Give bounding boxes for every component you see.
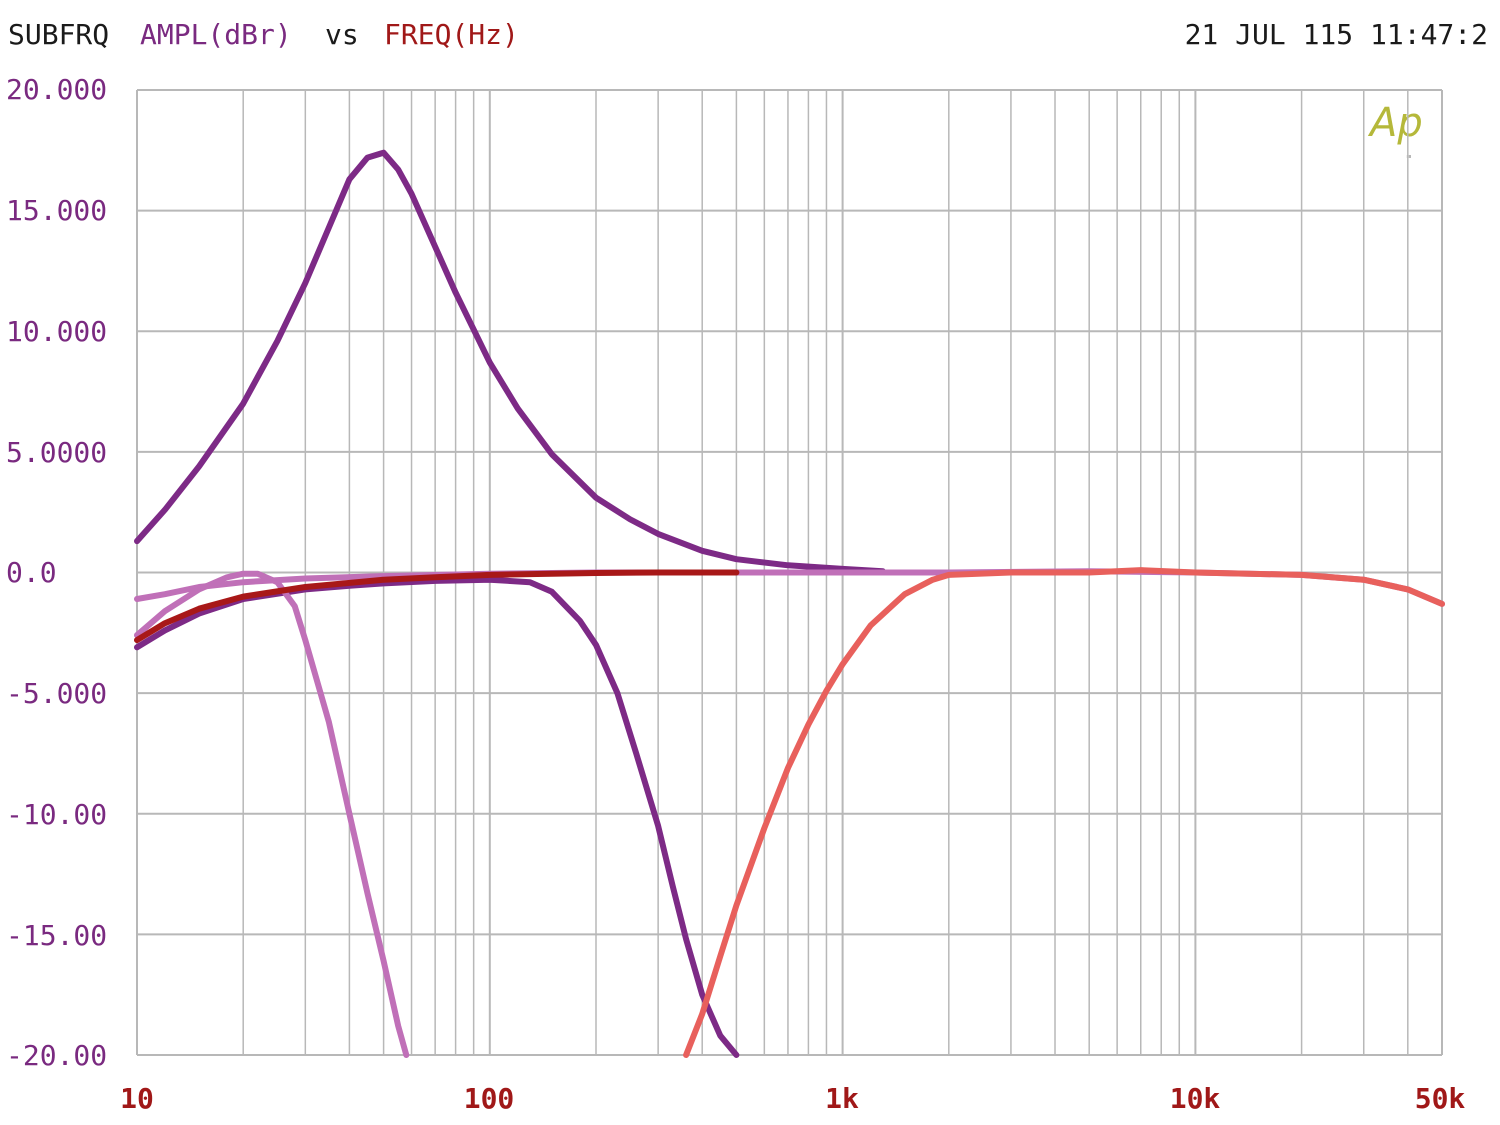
y-tick-label: 20.000 <box>6 73 108 106</box>
y-tick-label: -15.00 <box>6 919 108 952</box>
x-tick-label: 10 <box>120 1082 154 1115</box>
timestamp-label: 21 JUL 115 11:47:2 <box>1184 18 1488 51</box>
series-line-2 <box>134 576 740 1058</box>
y-tick-label: 0.0 <box>6 556 57 589</box>
series-line-1 <box>134 149 886 575</box>
ap-logo: Ap <box>1370 100 1423 146</box>
y-quantity-label: AMPL(dBr) <box>140 18 292 51</box>
series-line-5 <box>134 569 740 644</box>
series-line-6 <box>683 567 1445 1058</box>
y-tick-label: -20.00 <box>6 1039 108 1072</box>
x-tick-label: 1k <box>825 1082 859 1115</box>
y-tick-label: -5.000 <box>6 677 108 710</box>
x-quantity-label: FREQ(Hz) <box>384 18 519 51</box>
vs-label: vs <box>325 18 359 51</box>
y-tick-label: 5.0000 <box>6 436 108 469</box>
y-tick-label: 15.000 <box>6 194 108 227</box>
x-tick-label: 10k <box>1169 1082 1221 1115</box>
x-tick-label: 100 <box>463 1082 515 1115</box>
y-tick-label: -10.00 <box>6 798 108 831</box>
chart-title-prefix: SUBFRQ <box>8 18 110 51</box>
x-tick-label: 50k <box>1414 1082 1466 1115</box>
series-group <box>134 149 1445 1058</box>
y-tick-label: 10.000 <box>6 315 108 348</box>
